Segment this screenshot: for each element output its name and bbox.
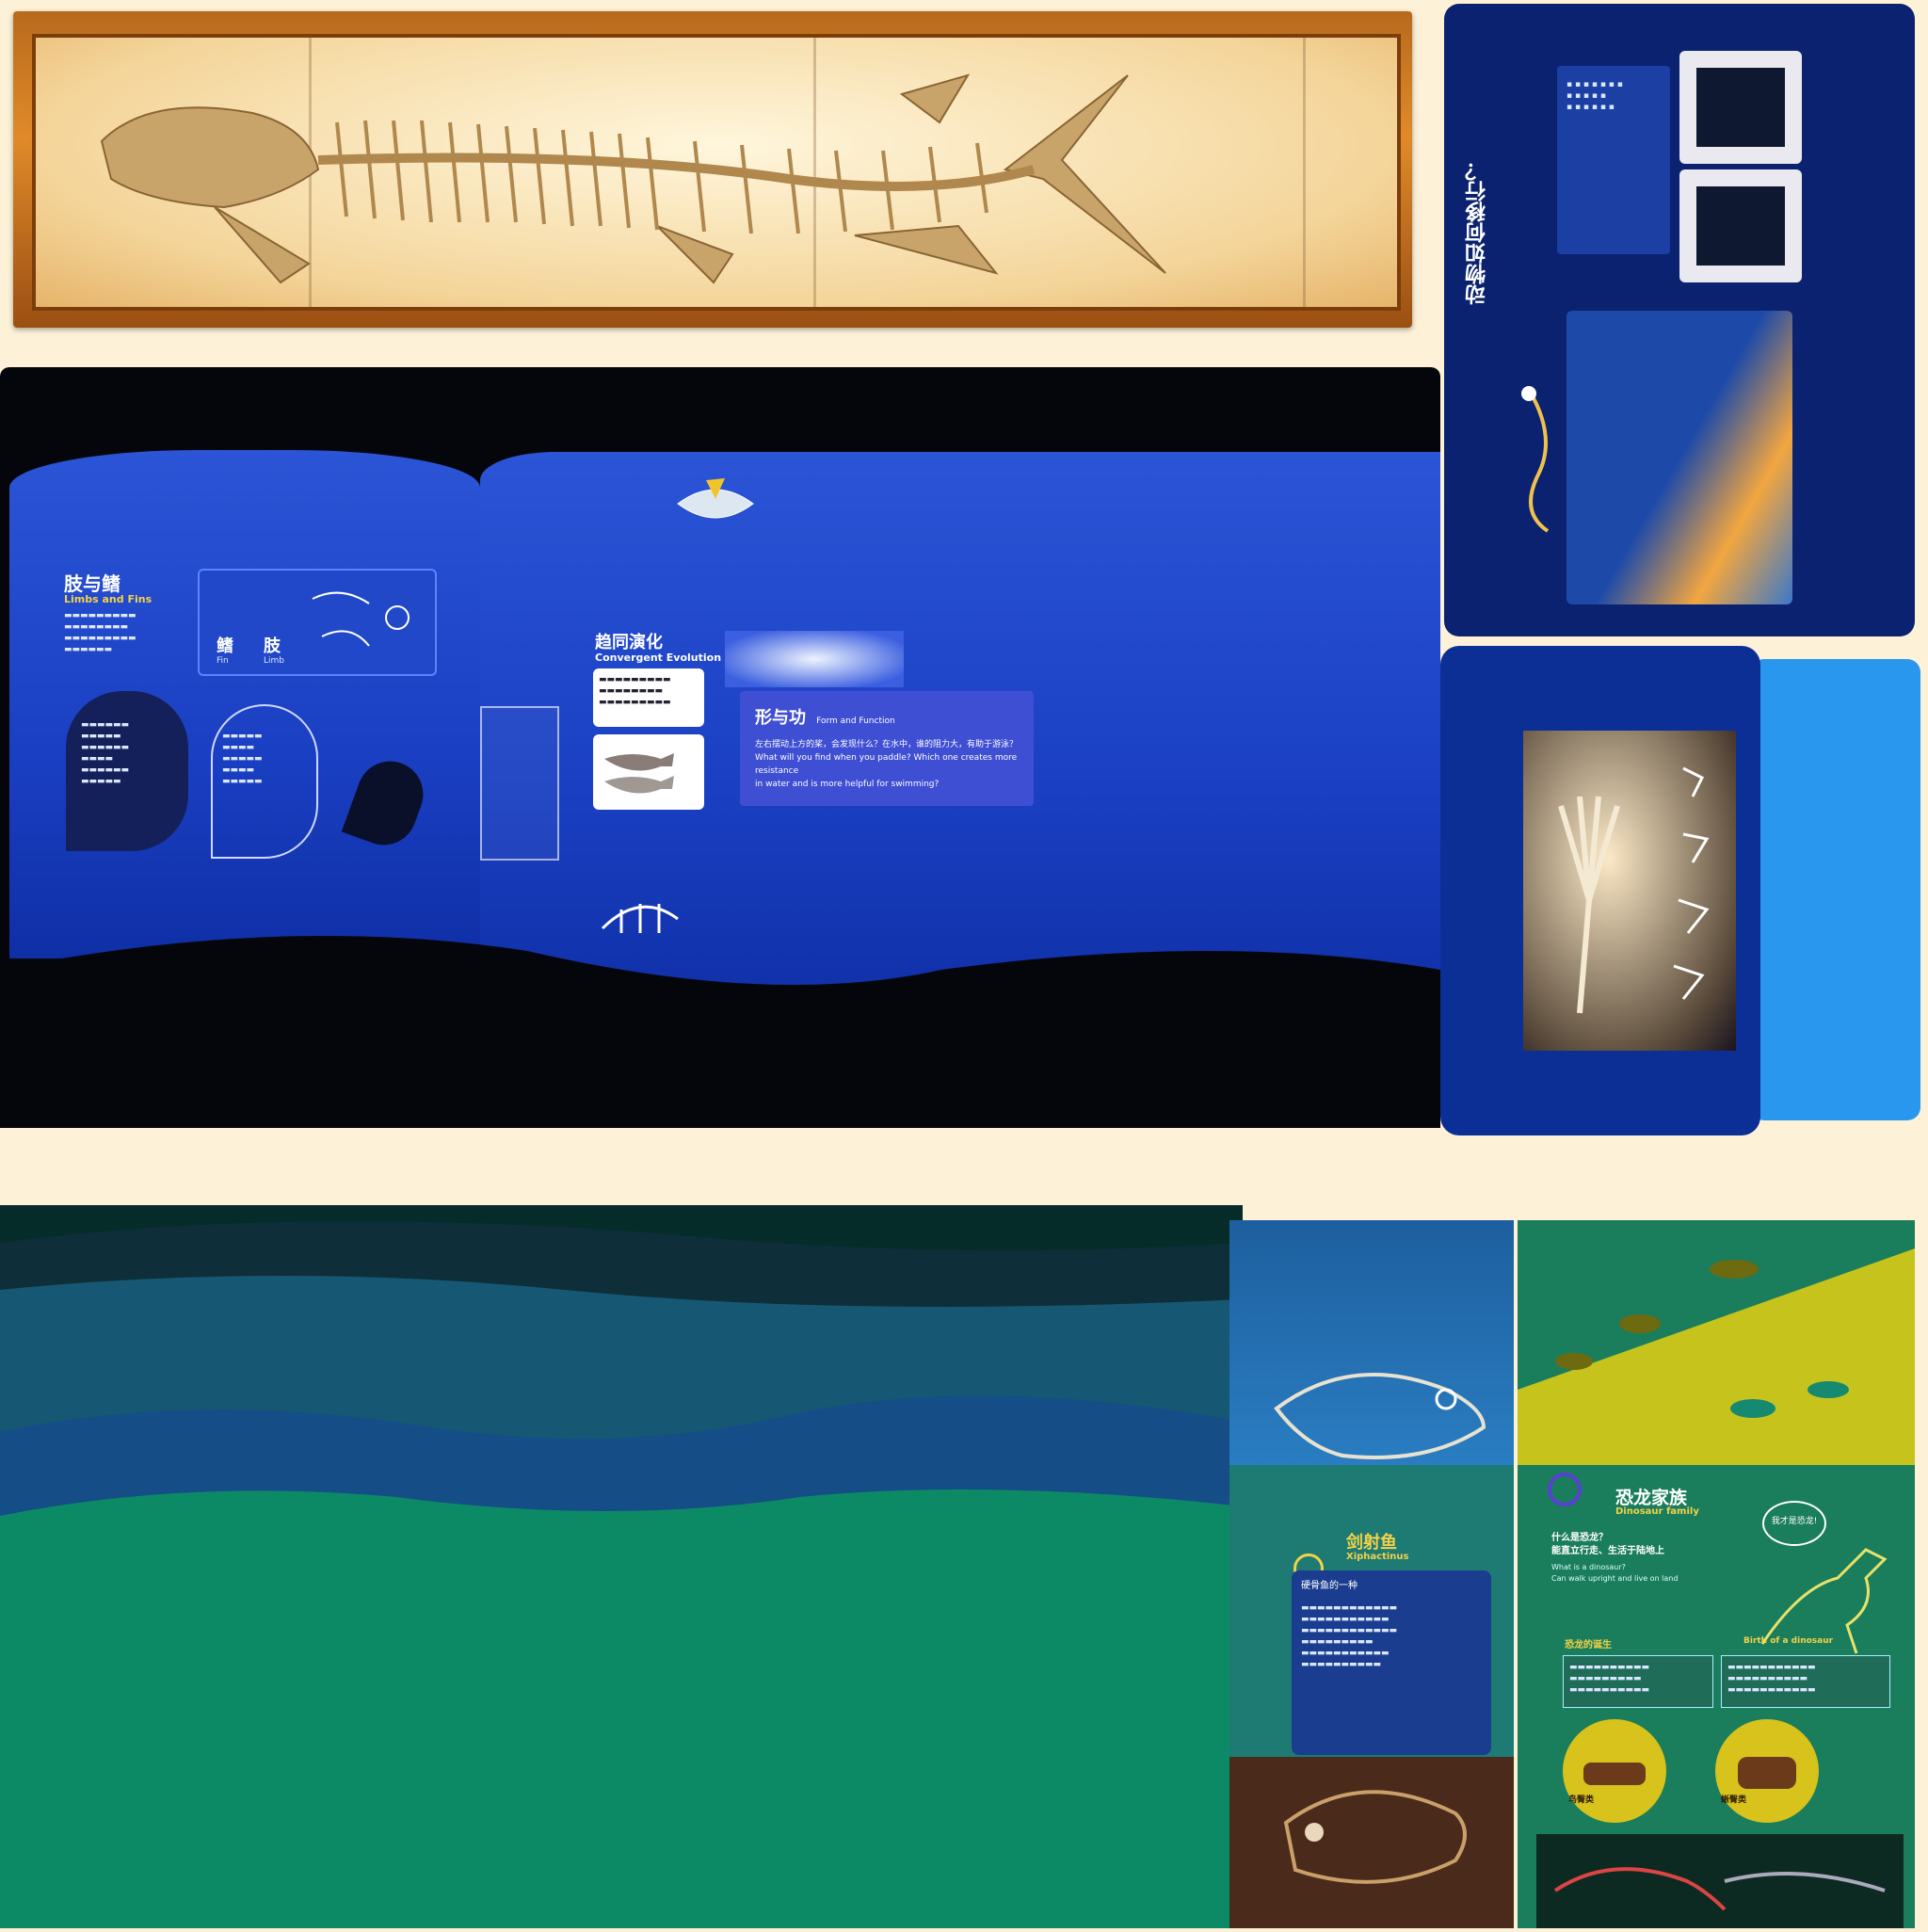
tuna-model bbox=[677, 478, 754, 519]
ornithischia-label: 鸟臀类 bbox=[1568, 1795, 1595, 1805]
yellow-slope bbox=[1518, 1248, 1915, 1465]
dino-birth-text-en: ▬▬▬▬▬▬▬▬▬▬▬ ▬▬▬▬▬▬▬▬▬▬ ▬▬▬▬▬▬▬▬▬▬▬ bbox=[1721, 1655, 1890, 1708]
limb-fin-illustration: 鳍 Fin 肢 Limb bbox=[198, 569, 437, 676]
painted-landscape bbox=[0, 1192, 1374, 1928]
limb-label-en: Limb bbox=[264, 656, 284, 666]
dino-birth-text-cn: ▬▬▬▬▬▬▬▬▬▬ ▬▬▬▬▬▬▬▬▬ ▬▬▬▬▬▬▬▬▬▬ bbox=[1563, 1655, 1713, 1708]
saurischia-skull-plate bbox=[1715, 1719, 1819, 1823]
text-drop-right: ▬▬▬▬▬ ▬▬▬▬ ▬▬▬▬▬ ▬▬▬▬ ▬▬▬▬▬ bbox=[211, 704, 318, 859]
dolphin-compare-card bbox=[593, 734, 704, 810]
dinosaur-family-panel: 恐龙家族 Dinosaur family 什么是恐龙？ 能直立行走、生活于陆地上… bbox=[1518, 1220, 1915, 1928]
floor-shadow bbox=[0, 936, 1440, 1128]
xiphactinus-sky bbox=[1229, 1220, 1514, 1465]
limbs-fins-panel: 肢与鳍 Limbs and Fins ▬▬▬▬▬▬▬▬▬ ▬▬▬▬▬▬▬▬ ▬▬▬▬… bbox=[9, 450, 480, 958]
form-function-subtitle: Form and Function bbox=[816, 716, 895, 726]
trex-outline bbox=[1760, 1548, 1888, 1654]
convergent-text-card: ▬▬▬▬▬▬▬▬▬ ▬▬▬▬▬▬▬▬ ▬▬▬▬▬▬▬▬▬ bbox=[593, 668, 704, 727]
dino-question-en1: What is a dinosaur? bbox=[1551, 1563, 1626, 1571]
xiphactinus-board-title: 硬骨鱼的一种 bbox=[1301, 1581, 1358, 1591]
dinosaur-skeletons bbox=[1536, 1834, 1904, 1928]
vertical-title: 动物如何移行？ bbox=[1466, 160, 1489, 305]
ornithischia-skull-plate bbox=[1563, 1719, 1666, 1823]
convergent-evolution-panel: 趋同演化 Convergent Evolution ▬▬▬▬▬▬▬▬▬ ▬▬▬▬▬… bbox=[480, 452, 1440, 1017]
form-function-title: 形与功 bbox=[755, 708, 806, 728]
fin-label-en: Fin bbox=[217, 656, 229, 666]
exhibition-wall: 肢与鳍 Limbs and Fins ▬▬▬▬▬▬▬▬▬ ▬▬▬▬▬▬▬▬ ▬▬▬▬… bbox=[0, 367, 1440, 1128]
convergent-subtitle: Convergent Evolution bbox=[595, 652, 722, 664]
mammal-diagram-board bbox=[1566, 311, 1792, 604]
form-function-text-cn: 左右摆动上方的桨，会发现什么？在水中，谁的阻力大，有助于游泳？ bbox=[755, 740, 1019, 749]
right-exhibit-panel: 动物如何移行？ ▪ ▪ ▪ ▪ ▪ ▪ ▪ ▪ ▪ ▪ ▪ ▪ ▪ ▪ ▪ ▪ ▪ … bbox=[1444, 4, 1915, 636]
form-function-text-en1: What will you find when you paddle? Whic… bbox=[755, 753, 1018, 776]
dino-family-subtitle: Dinosaur family bbox=[1615, 1506, 1699, 1517]
dino-question-en2: Can walk upright and live on land bbox=[1551, 1574, 1679, 1583]
limb-label: 肢 bbox=[264, 636, 281, 656]
paddle-display bbox=[725, 631, 904, 687]
decorative-stroke bbox=[1751, 659, 1920, 1120]
skeleton-icons bbox=[312, 591, 410, 647]
skeleton-model bbox=[601, 904, 679, 933]
dino-birth-title-en: Birth of a dinosaur bbox=[1743, 1636, 1834, 1646]
fossil-fish-silhouette bbox=[1283, 1790, 1467, 1884]
fossil-display bbox=[32, 34, 1401, 311]
xiphactinus-text-board: 硬骨鱼的一种 ▬▬▬▬▬▬▬▬▬▬▬▬ ▬▬▬▬▬▬▬▬▬▬▬ ▬▬▬▬▬▬▬▬▬▬… bbox=[1292, 1570, 1491, 1755]
display-case-lower bbox=[1679, 169, 1802, 282]
hand-bone-display bbox=[1523, 731, 1736, 1051]
fin-label: 鳍 bbox=[217, 636, 233, 656]
xiphactinus-panel: 剑射鱼 Xiphactinus 硬骨鱼的一种 ▬▬▬▬▬▬▬▬▬▬▬▬ ▬▬▬▬▬… bbox=[1229, 1220, 1514, 1928]
dino-question-cn1: 什么是恐龙？ bbox=[1551, 1533, 1608, 1543]
display-case-upper bbox=[1679, 51, 1802, 164]
info-board: ▪ ▪ ▪ ▪ ▪ ▪ ▪ ▪ ▪ ▪ ▪ ▪ ▪ ▪ ▪ ▪ ▪ ▪ bbox=[1557, 66, 1670, 254]
xiphactinus-subtitle: Xiphactinus bbox=[1346, 1552, 1409, 1562]
speech-bubble: 我才是恐龙! bbox=[1762, 1501, 1826, 1546]
xiphactinus-title: 剑射鱼 bbox=[1346, 1533, 1397, 1553]
form-function-text-en2: in water and is more helpful for swimmin… bbox=[755, 780, 940, 789]
dino-birth-title: 恐龙的诞生 bbox=[1565, 1640, 1612, 1650]
form-function-card: 形与功 Form and Function 左右摆动上方的桨，会发现什么？在水中… bbox=[740, 691, 1034, 806]
dino-family-icon bbox=[1548, 1473, 1582, 1506]
fish-skeleton-fossil bbox=[100, 73, 1166, 284]
panel-seam bbox=[813, 38, 816, 307]
dino-question-cn2: 能直立行走、生活于陆地上 bbox=[1551, 1546, 1664, 1556]
panel-seam bbox=[1303, 38, 1306, 307]
xiphactinus-illustration bbox=[1274, 1373, 1486, 1459]
text-drop-left: ▬▬▬▬▬▬ ▬▬▬▬▬ ▬▬▬▬▬▬ ▬▬▬▬ ▬▬▬▬▬▬ ▬▬▬▬▬ bbox=[66, 691, 188, 851]
wave-bands bbox=[0, 1192, 1374, 1928]
drop-shape bbox=[341, 751, 433, 855]
saurischia-label: 蜥臀类 bbox=[1721, 1795, 1747, 1805]
convergent-title: 趋同演化 bbox=[595, 633, 663, 652]
seafloor bbox=[1229, 1757, 1514, 1928]
glass-display-case bbox=[480, 706, 559, 861]
dino-family-title: 恐龙家族 bbox=[1615, 1488, 1688, 1508]
limbs-fins-title: 肢与鳍 bbox=[64, 572, 120, 595]
skeleton-silhouette bbox=[1521, 386, 1550, 533]
limb-bones bbox=[1558, 766, 1710, 1014]
limbs-fins-subtitle: Limbs and Fins bbox=[64, 593, 153, 605]
hand-bone-exhibit bbox=[1440, 646, 1760, 1135]
